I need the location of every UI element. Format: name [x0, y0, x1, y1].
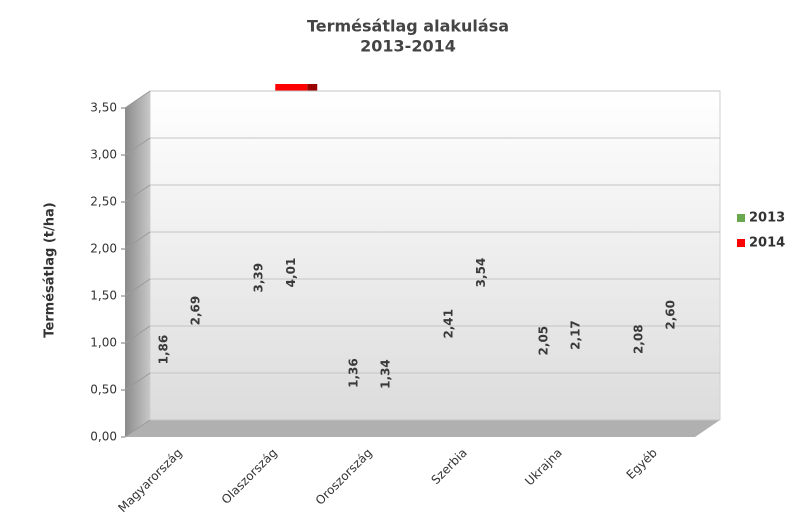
grid-line-side: [124, 278, 151, 297]
value-label: 2,69: [189, 296, 203, 326]
x-tick-label: Magyarország: [115, 446, 184, 515]
y-tick-label: 2,50: [90, 195, 117, 209]
value-label: 2,60: [664, 300, 678, 330]
bar-top: [275, 53, 317, 60]
grid-line-side: [124, 137, 151, 156]
grid-line-side: [124, 184, 151, 203]
grid-line-side: [124, 231, 151, 250]
value-label: 2,17: [569, 320, 583, 350]
legend-swatch: [737, 239, 745, 247]
value-label: 1,86: [157, 335, 171, 365]
grid-line-side: [124, 419, 151, 438]
y-tick-label: 0,00: [90, 430, 117, 444]
side-wall: [125, 91, 150, 437]
chart-subtitle: 2013-2014: [360, 37, 456, 56]
y-tick-label: 2,00: [90, 242, 117, 256]
y-tick-label: 3,50: [90, 101, 117, 115]
value-label: 1,36: [347, 358, 361, 388]
value-label: 2,05: [537, 326, 551, 356]
legend-label: 2013: [749, 211, 785, 226]
value-label: 2,41: [442, 309, 456, 339]
x-tick-label: Egyéb: [624, 446, 660, 482]
legend-swatch: [737, 214, 745, 222]
y-axis-label: Termésátlag (t/ha): [43, 202, 58, 337]
value-label: 2,08: [632, 324, 646, 354]
value-label: 1,34: [379, 359, 393, 389]
y-tick-label: 3,00: [90, 148, 117, 162]
y-tick-label: 0,50: [90, 383, 117, 397]
grid-line-side: [124, 325, 151, 344]
y-tick-label: 1,00: [90, 336, 117, 350]
grid-line-side: [124, 90, 151, 109]
value-label: 4,01: [284, 258, 298, 288]
back-wall: [149, 90, 721, 421]
grid-line-side: [124, 372, 151, 391]
x-tick-label: Oroszország: [313, 446, 375, 508]
value-label: 3,54: [474, 258, 488, 288]
floor: [125, 420, 720, 437]
x-tick-label: Ukrajna: [522, 446, 565, 489]
chart-title: Termésátlag alakulása: [307, 17, 509, 36]
x-tick-label: Szerbia: [428, 446, 469, 487]
x-tick-label: Olaszország: [219, 446, 280, 507]
y-tick-label: 1,50: [90, 289, 117, 303]
value-label: 3,39: [252, 263, 266, 293]
legend-label: 2014: [749, 236, 785, 251]
